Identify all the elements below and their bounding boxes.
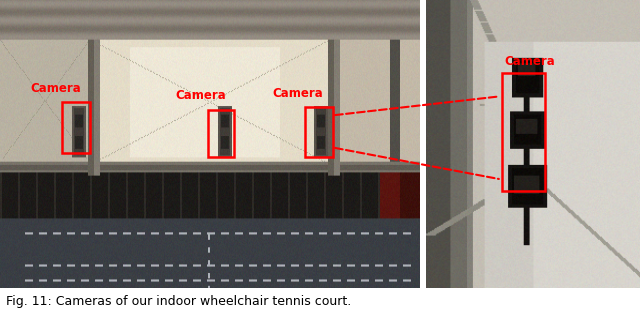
Text: Camera: Camera <box>31 82 81 95</box>
Text: Fig. 11: Cameras of our indoor wheelchair tennis court.: Fig. 11: Cameras of our indoor wheelchai… <box>6 295 351 308</box>
Bar <box>62 102 90 153</box>
Bar <box>305 107 333 157</box>
Text: Camera: Camera <box>504 55 555 68</box>
Text: Camera: Camera <box>175 89 226 102</box>
Text: Camera: Camera <box>272 87 323 100</box>
Bar <box>502 73 545 191</box>
Bar <box>208 109 234 157</box>
